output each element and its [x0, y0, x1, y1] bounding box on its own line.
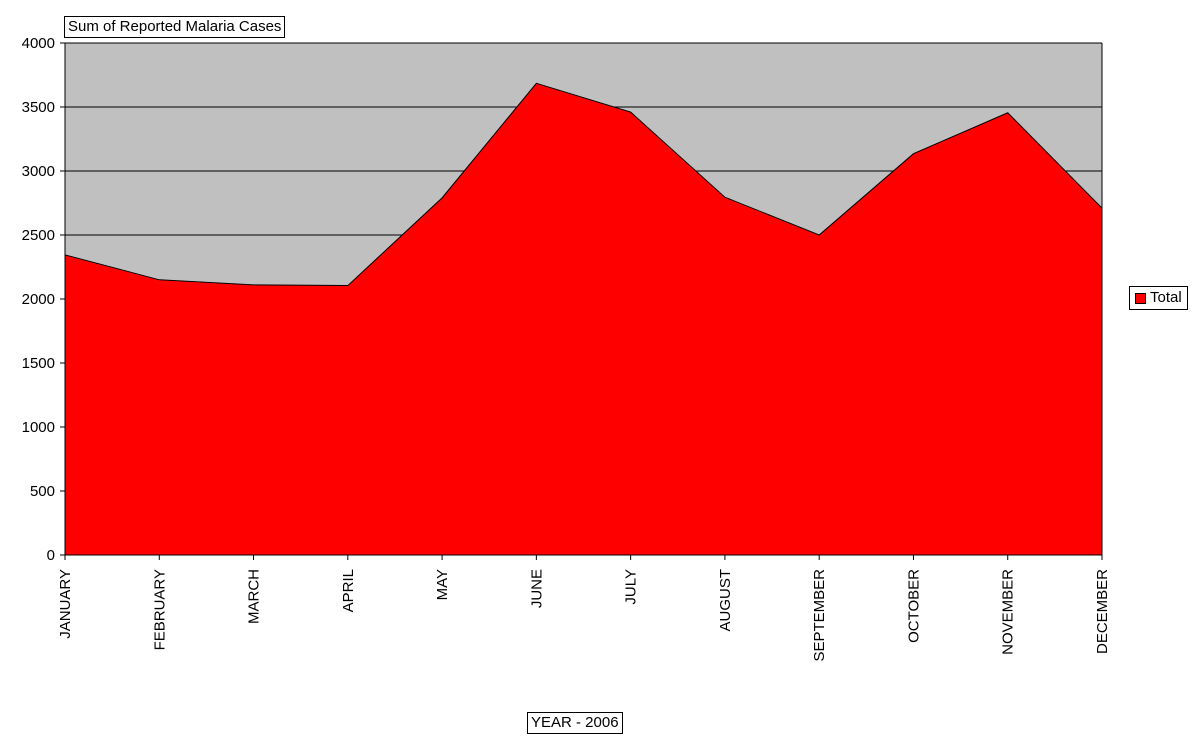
x-tick-label-october: OCTOBER — [905, 569, 922, 643]
x-tick-label-july: JULY — [623, 569, 640, 605]
x-tick-labels: JANUARY FEBRUARY MARCH APRIL MAY JUNE JULY AUGU… — [57, 569, 1111, 662]
y-tick-label: 1500 — [22, 355, 55, 372]
axes — [60, 42, 1103, 560]
x-tick-label-december: DECEMBER — [1094, 569, 1111, 654]
x-axis-title: YEAR - 2006 — [527, 712, 623, 734]
legend-swatch-total — [1135, 292, 1146, 304]
x-tick-label-february: FEBRUARY — [151, 569, 168, 650]
y-tick-labels: 0 500 1000 1500 2000 2500 3000 3500 4000 — [22, 35, 55, 564]
y-tick-label: 4000 — [22, 35, 55, 52]
y-tick-label: 3000 — [22, 163, 55, 180]
x-tick-label-march: MARCH — [246, 569, 263, 624]
legend: Total — [1129, 286, 1188, 310]
x-tick-label-november: NOVEMBER — [1000, 569, 1017, 655]
y-tick-label: 500 — [30, 483, 55, 500]
x-tick-label-may: MAY — [434, 569, 451, 600]
x-tick-label-april: APRIL — [340, 569, 357, 612]
y-tick-label: 2000 — [22, 291, 55, 308]
y-tick-label: 2500 — [22, 227, 55, 244]
legend-label-total: Total — [1150, 289, 1182, 306]
x-tick-label-september: SEPTEMBER — [811, 569, 828, 662]
y-tick-label: 3500 — [22, 99, 55, 116]
y-tick-label: 1000 — [22, 419, 55, 436]
x-tick-label-august: AUGUST — [717, 569, 734, 632]
x-tick-label-june: JUNE — [528, 569, 545, 608]
x-tick-label-january: JANUARY — [57, 569, 74, 639]
y-tick-label: 0 — [47, 547, 55, 564]
chart-title: Sum of Reported Malaria Cases — [64, 16, 286, 38]
series-total-area — [64, 82, 1103, 556]
